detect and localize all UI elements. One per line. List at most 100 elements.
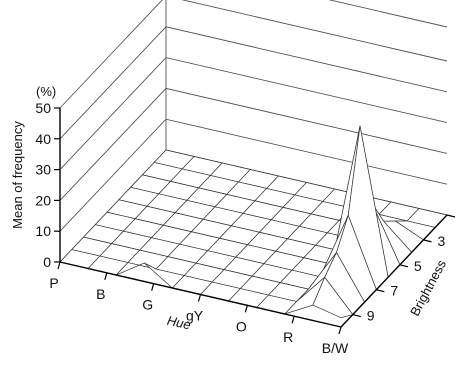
hue-tick [57,261,61,270]
surface-cell [287,226,328,246]
surface-cell [360,125,400,278]
z-tick-label: 30 [35,162,51,178]
surface-cell [144,263,185,288]
surface-cell [271,207,312,227]
surface-cell [71,237,112,257]
surface-cell [95,212,136,232]
surface-cell [198,175,239,195]
surface-cell [235,244,276,264]
surface-cell [182,156,223,176]
surface-cell [123,218,164,238]
z-tick-label: 0 [43,254,51,270]
surface-cell [348,125,389,290]
surface-cell [156,256,196,276]
surface-cell [240,276,281,296]
surface-mesh [59,125,448,319]
hue-tick [244,305,248,313]
surface-cell [130,174,171,194]
wall-gridline [59,0,448,109]
surface-cell [243,200,283,220]
brightness-tick-label: 9 [367,308,375,324]
surface-cell [167,244,208,264]
surface-cell [226,181,267,201]
hue-tick-label: R [283,329,293,345]
hue-tick-label: P [49,275,58,291]
surface-cell [324,252,365,315]
surface-cell [407,208,447,228]
surface-cell [146,193,187,213]
hue-tick [151,283,155,291]
surface-cell [195,250,236,270]
hue-tick-label: G [142,297,153,313]
z-axis-unit: (%) [36,84,56,99]
surface-cell [151,225,192,245]
brightness-tick [446,214,456,218]
surface-cell [238,169,279,189]
hue-tick-label: O [236,318,247,334]
surface-cell [379,202,419,221]
surface-cell [266,176,307,195]
surface-cell [118,187,159,207]
surface-cell [142,162,183,182]
surface-cell [203,206,244,226]
surface-cell [107,199,147,219]
surface-cell [259,219,300,239]
surface-cell [116,262,157,275]
surface-cell [111,231,152,251]
wall-gridline [328,0,448,28]
surface-cell [275,238,316,258]
brightness-axis [340,214,448,328]
hue-tick [197,294,202,302]
surface-cell [268,282,309,302]
surface-cell [219,225,260,245]
surface-cell [191,219,232,239]
surface-cell [163,212,204,232]
z-tick-label: 20 [35,192,51,208]
surface-cell [154,150,195,169]
z-axis-title: Mean of frequency [10,121,25,229]
surface-cell [158,181,199,201]
surface-cell [224,257,264,277]
surface-gridline [312,276,354,319]
surface-cell [99,243,140,263]
brightness-tick [376,289,385,293]
brightness-tick-label: 7 [390,283,398,299]
surface-cell [135,206,176,226]
z-tick-label: 40 [35,131,51,147]
surface-cell [175,200,215,220]
surface-cell [395,220,436,240]
surface-cell [263,251,304,271]
z-tick-label: 10 [35,223,51,239]
surface-cell [312,277,353,318]
surface-cell [294,182,335,202]
surface-cell [383,221,424,253]
surface-cell [127,250,168,270]
surface-cell [247,232,288,252]
brightness-tick-label: 3 [437,233,445,249]
brightness-tick [399,264,409,268]
hue-tick-label: gY [186,308,204,324]
surface-cell [186,187,227,207]
brightness-tick [423,239,432,243]
surface-cell [311,201,351,221]
surface-cell [139,237,180,257]
surface-cell [299,213,340,233]
hue-tick [291,316,295,324]
surface-cell [214,194,255,214]
brightness-tick-label: 5 [414,258,422,274]
surface-cell [252,263,293,283]
hue-tick [104,272,108,280]
surface-cell [212,269,253,289]
x-axis-title: Hue [166,313,192,333]
wall-gridline [59,57,448,170]
surface-cell [179,231,220,251]
hue-tick-label: B/W [322,340,349,356]
surface-cell [231,213,272,233]
surface-cell [371,202,412,265]
surface-cell [336,215,377,303]
surface-cell [83,224,124,244]
surface-cell [254,188,295,208]
surface-cell [170,168,211,188]
